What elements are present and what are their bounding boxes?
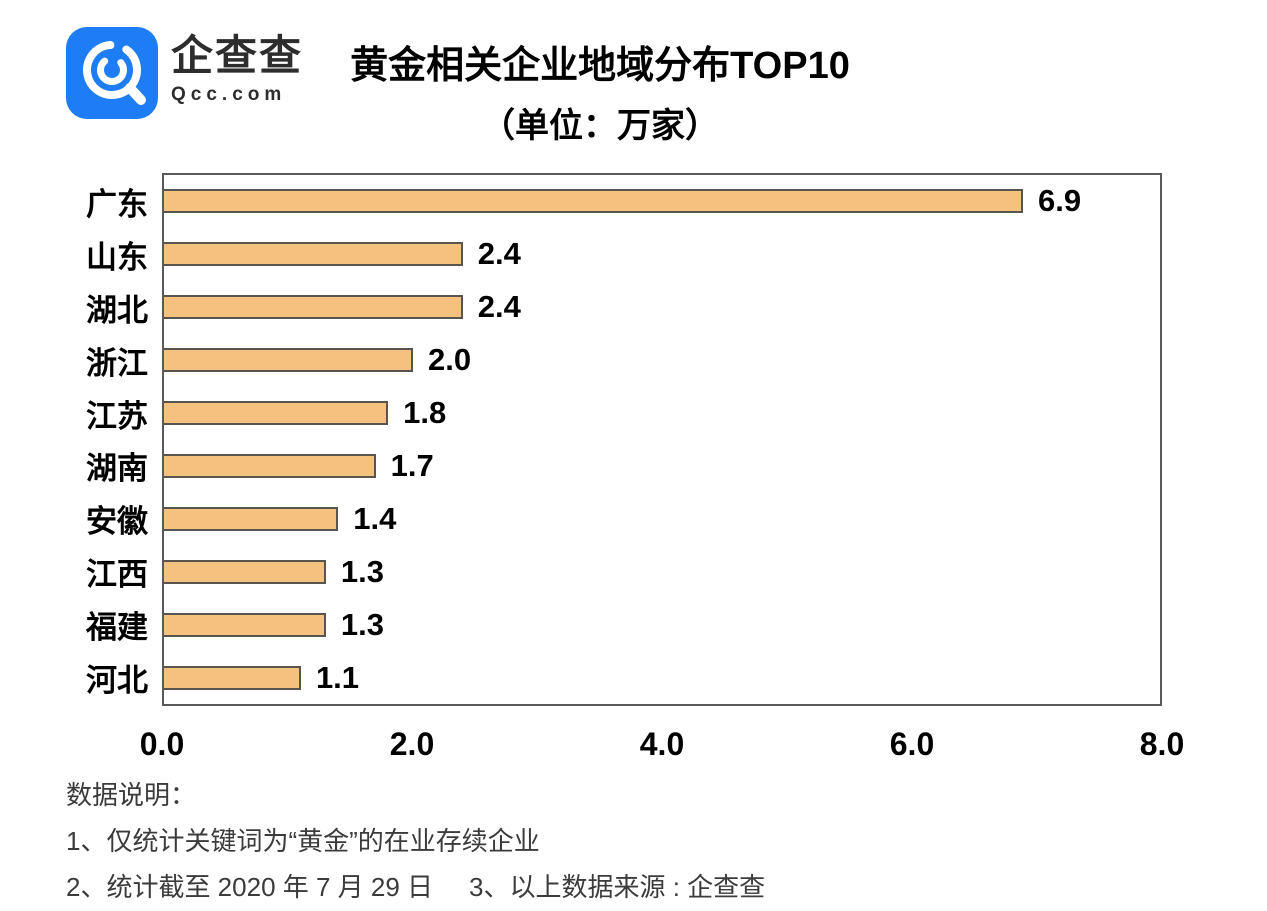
x-tick-label: 0.0 bbox=[139, 726, 185, 762]
x-tick-label: 8.0 bbox=[1139, 726, 1185, 762]
footnote-2: 2、统计截至 2020 年 7 月 29 日 3、以上数据来源 : 企查查 bbox=[66, 864, 765, 910]
bar-row: 江苏 1.8 bbox=[86, 387, 1160, 440]
logo-text: 企查查 Qcc.com bbox=[171, 27, 303, 106]
bar-row: 湖南 1.7 bbox=[86, 440, 1160, 493]
bar-row: 江西 1.3 bbox=[86, 545, 1160, 598]
bar-row: 安徽 1.4 bbox=[86, 492, 1160, 545]
bar bbox=[164, 401, 389, 426]
category-label: 山东 bbox=[86, 239, 148, 275]
bar bbox=[164, 559, 326, 584]
value-label: 1.1 bbox=[315, 659, 360, 695]
chart-subtitle: （单位：万家） bbox=[481, 106, 719, 145]
x-tick-label: 6.0 bbox=[889, 726, 935, 762]
category-label: 江苏 bbox=[86, 398, 148, 434]
x-tick-label: 4.0 bbox=[639, 726, 685, 762]
value-label: 2.4 bbox=[477, 289, 521, 325]
category-label: 湖北 bbox=[86, 292, 148, 328]
chart-title: 黄金相关企业地域分布TOP10 bbox=[350, 45, 850, 87]
bar bbox=[164, 665, 301, 690]
value-label: 1.7 bbox=[390, 447, 434, 483]
bar bbox=[164, 453, 376, 478]
bar bbox=[164, 612, 326, 637]
logo-name: 企查查 bbox=[171, 32, 304, 79]
footnote-1: 1、仅统计关键词为“黄金”的在业存续企业 bbox=[66, 826, 540, 856]
footnotes: 数据说明： 1、仅统计关键词为“黄金”的在业存续企业 2、统计截至 2020 年… bbox=[66, 772, 765, 910]
bar-rows: 广东 6.9 山东 2.4 湖北 2.4 浙江 2.0 江苏 1.8 湖南 1.7 安徽 1.4 江西 1.3… bbox=[86, 175, 1160, 704]
category-label: 安徽 bbox=[86, 504, 148, 540]
x-tick-label: 2.0 bbox=[389, 726, 435, 762]
category-label: 福建 bbox=[86, 610, 148, 646]
bar bbox=[164, 295, 463, 320]
value-label: 2.4 bbox=[477, 236, 521, 272]
qcc-logo: 企查查 Qcc.com bbox=[66, 27, 303, 119]
value-label: 6.9 bbox=[1038, 183, 1082, 219]
bar bbox=[164, 506, 339, 531]
category-label: 河北 bbox=[86, 663, 148, 699]
footnote-heading: 数据说明： bbox=[66, 780, 197, 810]
bar-row: 广东 6.9 bbox=[86, 175, 1160, 228]
category-label: 广东 bbox=[86, 186, 148, 222]
category-label: 湖南 bbox=[86, 451, 148, 487]
value-label: 1.3 bbox=[340, 553, 384, 589]
magnifier-icon bbox=[66, 27, 158, 119]
category-label: 浙江 bbox=[86, 345, 148, 381]
footnote-2b: 3、以上数据来源 : 企查查 bbox=[469, 872, 766, 902]
value-label: 1.8 bbox=[403, 395, 447, 431]
category-label: 江西 bbox=[86, 557, 148, 593]
value-label: 1.3 bbox=[340, 606, 384, 642]
footnote-2a: 2、统计截至 2020 年 7 月 29 日 bbox=[66, 872, 434, 902]
bar-row: 福建 1.3 bbox=[86, 598, 1160, 651]
bar-row: 山东 2.4 bbox=[86, 228, 1160, 281]
plot-area: 广东 6.9 山东 2.4 湖北 2.4 浙江 2.0 江苏 1.8 湖南 1.7 安徽 1.4 江西 1.3… bbox=[86, 173, 1162, 706]
bar-row: 河北 1.1 bbox=[86, 651, 1160, 704]
value-label: 1.4 bbox=[353, 500, 397, 536]
bar-row: 浙江 2.0 bbox=[86, 334, 1160, 387]
bar bbox=[164, 348, 413, 373]
value-label: 2.0 bbox=[428, 342, 472, 378]
bar bbox=[164, 189, 1024, 214]
x-axis: 0.0 2.0 4.0 6.0 8.0 bbox=[140, 726, 1184, 768]
bar bbox=[164, 242, 463, 267]
title-block: 黄金相关企业地域分布TOP10 （单位：万家） bbox=[240, 44, 960, 147]
bar-row: 湖北 2.4 bbox=[86, 281, 1160, 334]
logo-domain: Qcc.com bbox=[171, 84, 287, 106]
